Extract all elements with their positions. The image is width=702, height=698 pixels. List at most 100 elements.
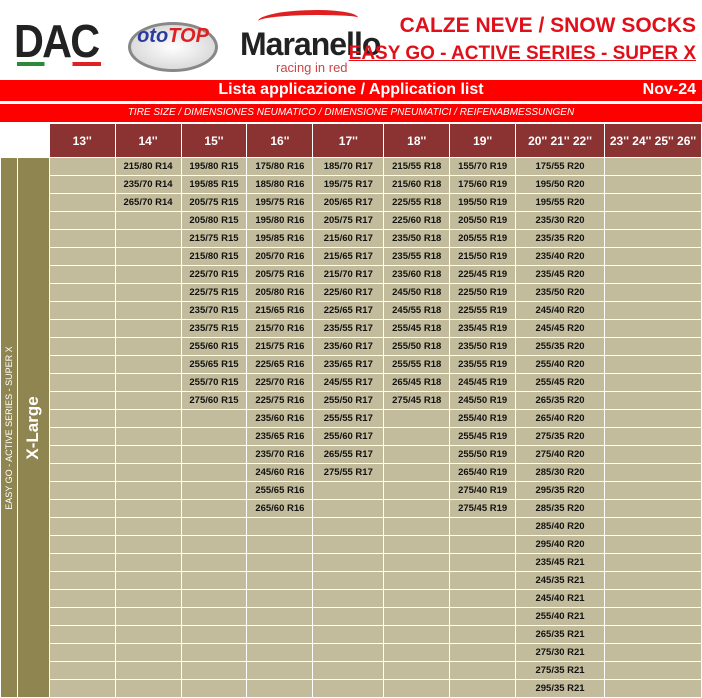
tire-size-cell: 255/50 R17	[312, 391, 385, 410]
tire-size-cell	[180, 589, 248, 608]
size-label: X-Large	[23, 395, 43, 460]
tire-size-cell	[114, 211, 182, 230]
tire-size-cell	[449, 679, 517, 698]
table-row: 215/75 R15 195/85 R16 215/60 R17 235/50 R18…	[1, 229, 702, 248]
table-row: 235/45 R21	[1, 553, 702, 572]
tire-size-cell: 245/55 R18	[383, 301, 451, 320]
tire-size-cell: 255/45 R19	[449, 427, 517, 446]
tire-size-cell: 265/55 R17	[312, 445, 385, 464]
table-row: EASY GO - ACTIVE SERIES - SUPER X X-Large…	[0, 157, 702, 698]
tire-size-cell: 265/40 R19	[449, 463, 517, 482]
tire-size-cell: 255/40 R20	[515, 355, 605, 374]
tire-size-cell	[48, 427, 116, 446]
tire-size-cell: 225/55 R19	[449, 301, 517, 320]
tire-size-cell	[48, 589, 116, 608]
maranello-logo: Maranello	[240, 26, 381, 62]
tire-size-cell	[603, 589, 702, 608]
tire-size-cell: 235/65 R16	[246, 427, 314, 446]
table-row: 275/60 R15 225/75 R16 255/50 R17 275/45 R18…	[1, 391, 702, 410]
column-header: 13''	[48, 123, 116, 158]
tire-size-cell: 295/40 R20	[515, 535, 605, 554]
tire-size-cell	[48, 211, 116, 230]
tire-size-cell	[246, 517, 314, 536]
tire-size-cell	[114, 481, 182, 500]
column-header: 15''	[180, 123, 248, 158]
tire-size-cell: 225/75 R16	[246, 391, 314, 410]
tire-size-cell: 275/35 R21	[515, 661, 605, 680]
tire-size-cell: 205/70 R16	[246, 247, 314, 266]
ototop-logo: otoTOP	[128, 22, 218, 72]
tire-size-cell	[383, 643, 451, 662]
tire-size-cell	[383, 409, 451, 428]
tire-size-cell: 215/70 R17	[312, 265, 385, 284]
tire-size-cell: 235/50 R18	[383, 229, 451, 248]
tire-size-cell: 275/45 R18	[383, 391, 451, 410]
tire-size-cell: 275/30 R21	[515, 643, 605, 662]
tire-size-cell	[383, 661, 451, 680]
tire-size-cell	[114, 373, 182, 392]
tire-size-cell	[114, 463, 182, 482]
banner: Lista applicazione / Application list No…	[0, 80, 702, 101]
tire-size-cell	[449, 589, 517, 608]
column-header: 19''	[449, 123, 517, 158]
tire-size-cell	[180, 409, 248, 428]
tire-size-cell: 235/65 R17	[312, 355, 385, 374]
tire-size-cell: 215/80 R14	[114, 157, 182, 176]
tire-size-cell	[603, 481, 702, 500]
tire-size-cell	[114, 337, 182, 356]
tire-size-cell: 285/40 R20	[515, 517, 605, 536]
tire-size-cell: 215/75 R15	[180, 229, 248, 248]
tire-size-cell: 265/35 R21	[515, 625, 605, 644]
tire-size-cell	[114, 229, 182, 248]
table-row: 255/65 R16 275/40 R19 295/35 R20	[1, 481, 702, 500]
tire-size-cell	[114, 319, 182, 338]
table-row: 285/40 R20	[1, 517, 702, 536]
tire-size-cell	[449, 643, 517, 662]
table-row: 245/60 R16 275/55 R17 265/40 R19 285/30 R20	[1, 463, 702, 482]
tire-size-cell: 215/65 R16	[246, 301, 314, 320]
tire-size-cell	[48, 661, 116, 680]
tire-size-cell	[603, 265, 702, 284]
tire-size-cell	[603, 607, 702, 626]
tire-size-cell: 275/55 R17	[312, 463, 385, 482]
tire-size-cell: 255/60 R15	[180, 337, 248, 356]
tire-size-cell: 235/60 R16	[246, 409, 314, 428]
tire-size-cell: 295/35 R21	[515, 679, 605, 698]
tire-size-cell	[114, 499, 182, 518]
tire-size-cell: 245/45 R19	[449, 373, 517, 392]
tire-size-cell: 235/50 R19	[449, 337, 517, 356]
table-row: 235/65 R16 255/60 R17 255/45 R19 275/35 R20	[1, 427, 702, 446]
tire-size-cell	[114, 571, 182, 590]
tire-size-cell: 285/30 R20	[515, 463, 605, 482]
tire-size-cell: 205/80 R16	[246, 283, 314, 302]
tire-size-cell: 235/45 R19	[449, 319, 517, 338]
tire-size-cell: 235/35 R20	[515, 229, 605, 248]
tire-size-cell: 245/40 R21	[515, 589, 605, 608]
tire-size-cell: 275/40 R20	[515, 445, 605, 464]
table-row: 275/35 R21	[1, 661, 702, 680]
tire-size-cell	[603, 247, 702, 266]
tire-size-cell: 215/70 R16	[246, 319, 314, 338]
table-row: 275/30 R21	[1, 643, 702, 662]
tire-size-cell	[180, 661, 248, 680]
tire-size-cell: 205/55 R19	[449, 229, 517, 248]
tire-size-cell	[48, 355, 116, 374]
tire-size-cell: 215/80 R15	[180, 247, 248, 266]
tire-size-cell	[180, 445, 248, 464]
tire-size-cell	[114, 589, 182, 608]
table-row: 255/60 R15 215/75 R16 235/60 R17 255/50 R18…	[1, 337, 702, 356]
tire-size-cell: 255/55 R18	[383, 355, 451, 374]
tire-size-cell	[48, 553, 116, 572]
tire-size-cell	[180, 607, 248, 626]
tire-size-cell	[383, 571, 451, 590]
tire-size-cell	[312, 607, 385, 626]
tire-size-cell: 185/80 R16	[246, 175, 314, 194]
tire-size-cell: 225/70 R15	[180, 265, 248, 284]
tire-size-cell: 265/45 R18	[383, 373, 451, 392]
tire-size-cell: 175/60 R19	[449, 175, 517, 194]
tire-size-cell	[603, 337, 702, 356]
table-row: 215/80 R15 205/70 R16 215/65 R17 235/55 R18…	[1, 247, 702, 266]
column-header: 23'' 24'' 25'' 26''	[603, 123, 702, 158]
tire-size-cell: 195/50 R20	[515, 175, 605, 194]
tire-size-cell: 215/75 R16	[246, 337, 314, 356]
